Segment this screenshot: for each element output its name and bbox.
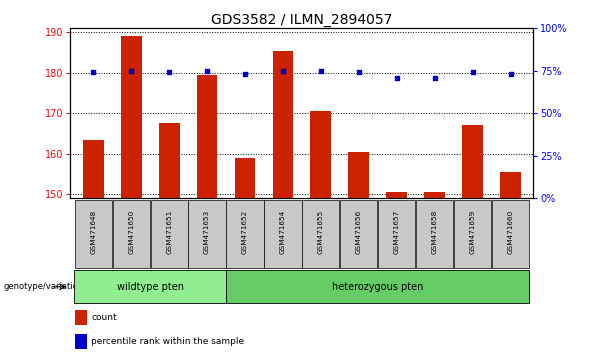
FancyBboxPatch shape [302,200,340,268]
Bar [159,124,180,198]
Bar [500,172,521,198]
Bar [197,75,218,198]
Text: wildtype pten: wildtype pten [116,282,184,292]
FancyBboxPatch shape [151,200,188,268]
FancyBboxPatch shape [454,200,491,268]
Text: genotype/variation: genotype/variation [4,282,83,291]
FancyBboxPatch shape [188,200,226,268]
Point [468,70,478,75]
Text: percentile rank within the sample: percentile rank within the sample [91,337,245,346]
Point [126,68,136,74]
FancyBboxPatch shape [226,200,264,268]
Text: GSM471651: GSM471651 [166,210,172,254]
Bar [83,139,104,198]
Title: GDS3582 / ILMN_2894057: GDS3582 / ILMN_2894057 [211,13,392,27]
Point [354,70,364,75]
Text: GSM471660: GSM471660 [508,210,514,254]
Point [164,70,174,75]
FancyBboxPatch shape [340,200,378,268]
Point [240,72,250,77]
Bar [75,310,86,325]
FancyBboxPatch shape [492,200,529,268]
Bar [273,51,294,198]
FancyBboxPatch shape [416,200,453,268]
FancyBboxPatch shape [74,270,226,303]
Bar [121,36,142,198]
Point [392,75,402,80]
Text: GSM471650: GSM471650 [128,210,134,254]
FancyBboxPatch shape [113,200,150,268]
Point [88,70,98,75]
Text: GSM471648: GSM471648 [90,210,96,254]
Text: GSM471652: GSM471652 [242,210,248,254]
Bar [75,334,86,349]
Text: heterozygous pten: heterozygous pten [332,282,424,292]
Bar [462,125,483,198]
Text: GSM471655: GSM471655 [318,210,324,254]
Bar [235,158,256,198]
Bar [348,152,369,198]
Point [506,72,516,77]
FancyBboxPatch shape [378,200,416,268]
Bar [310,111,331,198]
Point [278,68,288,74]
FancyBboxPatch shape [226,270,530,303]
Text: GSM471654: GSM471654 [280,210,286,254]
Text: GSM471658: GSM471658 [432,210,438,254]
Point [202,68,212,74]
Text: GSM471656: GSM471656 [356,210,362,254]
Bar [386,192,407,198]
Bar [424,192,445,198]
Text: count: count [91,313,117,322]
Text: GSM471657: GSM471657 [394,210,400,254]
FancyBboxPatch shape [264,200,302,268]
Point [430,75,440,80]
Text: GSM471659: GSM471659 [470,210,476,254]
FancyBboxPatch shape [75,200,112,268]
Point [316,68,326,74]
Text: GSM471653: GSM471653 [204,210,210,254]
